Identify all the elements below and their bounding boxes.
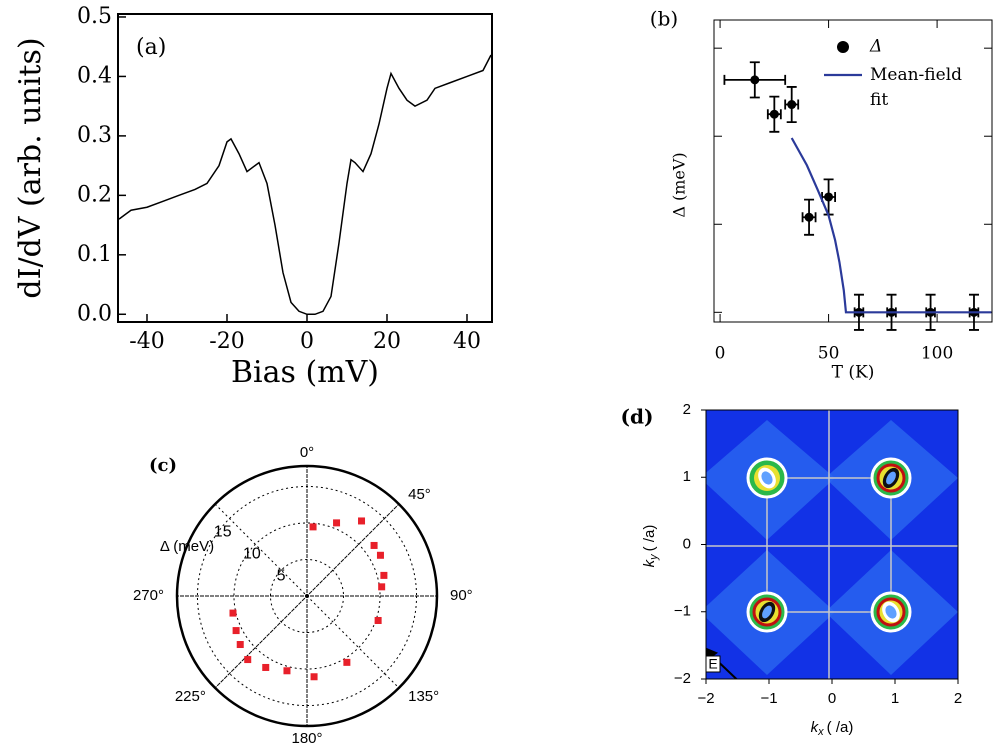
angle-tick-label: 45°	[408, 486, 431, 503]
panel-label: (c)	[149, 455, 177, 476]
data-point	[309, 523, 317, 531]
legend-marker	[837, 41, 849, 53]
data-point	[374, 616, 382, 624]
label-unit: ( /a)	[827, 719, 854, 736]
data-point	[236, 641, 244, 649]
y-axis-label: ky( /a)	[641, 525, 660, 568]
plot-frame	[117, 13, 493, 323]
data-line	[118, 54, 492, 316]
data-point	[283, 667, 291, 675]
x-tick-label: -40	[129, 329, 164, 354]
radial-tick-label: 10	[243, 546, 261, 563]
data-point	[750, 75, 760, 85]
plot-frame	[713, 19, 993, 323]
y-tick-label: −1	[674, 603, 691, 620]
data-point	[358, 517, 366, 525]
data-point	[232, 627, 240, 635]
y-tick-label: 0.5	[77, 4, 112, 29]
y-tick-label: 0.1	[77, 242, 112, 267]
bz-lines	[706, 410, 958, 679]
pockets	[743, 454, 915, 636]
radial-tick-label: 5	[277, 568, 286, 585]
y-axis-label: Δ (meV)	[670, 152, 689, 217]
angle-tick-label: 0°	[300, 444, 314, 461]
panel-label: (b)	[650, 7, 678, 31]
x-tick-label: 40	[453, 329, 481, 354]
angle-tick-label: 270°	[133, 587, 164, 604]
radial-tick-label: 15	[214, 524, 232, 541]
legend-label: Δ	[869, 37, 882, 57]
x-axis-label: kx( /a)	[811, 719, 854, 738]
label-symbol: k	[811, 719, 820, 736]
x-tick-label: −2	[697, 690, 714, 707]
x-tick-label: 100	[921, 344, 953, 364]
fit-line	[790, 137, 992, 314]
panel-label: (d)	[621, 405, 654, 429]
x-axis-label: Bias (mV)	[231, 355, 379, 390]
label-unit: ( /a)	[641, 525, 658, 552]
x-axis-label: T (K)	[832, 363, 875, 383]
label-subscript: y	[648, 553, 660, 561]
data-point	[378, 583, 386, 591]
data-point	[804, 212, 814, 222]
y-tick-label: 2	[683, 401, 691, 418]
data-point	[376, 551, 384, 559]
y-tick-label: 0.0	[77, 301, 112, 326]
x-tick-label: −1	[760, 690, 777, 707]
angle-tick-label: 90°	[450, 587, 473, 604]
x-tick-label: 2	[954, 690, 962, 707]
x-tick-label: 0	[300, 329, 314, 354]
y-axis-label: dI/dV (arb. units)	[13, 37, 48, 298]
data-point	[262, 663, 270, 671]
data-point	[769, 109, 779, 119]
data-point	[343, 658, 351, 666]
polar-frame	[175, 464, 439, 728]
polar-center	[305, 594, 309, 598]
y-tick-label: 1	[683, 468, 691, 485]
data-point	[229, 609, 237, 617]
data-point	[370, 541, 378, 549]
arpes-map	[706, 410, 958, 679]
y-tick-label: 0.3	[77, 123, 112, 148]
x-tick-label: 1	[891, 690, 899, 707]
data-point	[380, 571, 388, 579]
data-point	[333, 519, 341, 527]
angle-tick-label: 135°	[408, 688, 439, 705]
panel-label: (a)	[136, 35, 166, 60]
label-symbol: k	[641, 558, 658, 567]
data-point	[244, 656, 252, 664]
data-point	[310, 673, 318, 681]
x-tick-label: 20	[373, 329, 401, 354]
data-point	[824, 192, 834, 202]
x-tick-label: 0	[828, 690, 836, 707]
x-tick-label: 0	[715, 344, 726, 364]
label-subscript: x	[817, 726, 824, 738]
radial-axis-label: Δ (meV)	[160, 538, 214, 555]
angle-tick-label: 225°	[175, 688, 206, 705]
y-tick-label: 0.4	[77, 63, 112, 88]
y-tick-label: 0.2	[77, 182, 112, 207]
angle-tick-label: 180°	[291, 730, 322, 746]
annotation: E	[708, 656, 717, 672]
x-tick-label: -20	[209, 329, 244, 354]
data-point	[787, 100, 797, 110]
legend-label: Mean-field fit	[870, 65, 962, 110]
annotation-box	[706, 655, 721, 673]
y-tick-label: 0	[683, 535, 691, 552]
y-tick-label: −2	[674, 670, 691, 687]
x-tick-label: 50	[818, 344, 840, 364]
